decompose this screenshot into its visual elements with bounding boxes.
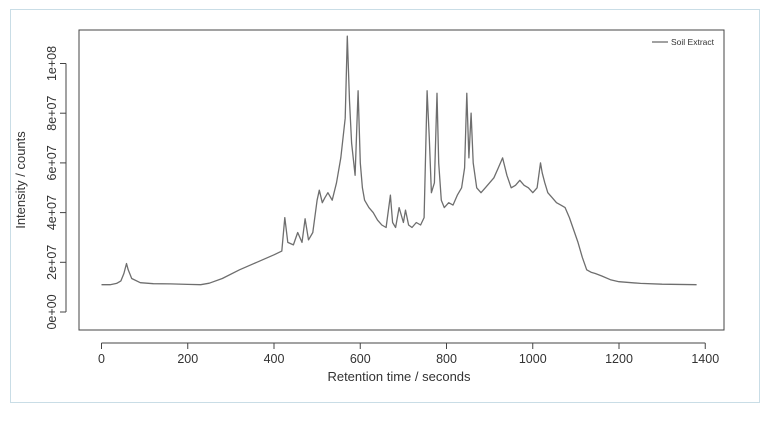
y-tick-label: 2e+07 [45,245,59,280]
x-tick-label: 200 [177,352,198,366]
y-tick-label: 8e+07 [45,96,59,131]
chart-svg: 0e+00 2e+07 4e+07 6e+07 8e+07 1e+08 0 200 400 60… [13,29,725,384]
x-tick-label: 400 [264,352,285,366]
legend: Soil Extract [652,37,715,47]
y-tick-label: 6e+07 [45,145,59,180]
x-tick-label: 0 [98,352,105,366]
x-tick-label: 1400 [691,352,719,366]
y-tick-label: 4e+07 [45,195,59,230]
x-axis: 0 200 400 600 800 1000 1200 1400 [98,342,719,366]
series-line-soil-extract [101,35,697,286]
x-tick-label: 1200 [605,352,633,366]
series-layer [101,35,697,286]
x-tick-label: 800 [436,352,457,366]
plot-area-border [78,29,725,331]
legend-label-soil-extract: Soil Extract [671,37,715,47]
x-axis-title: Retention time / seconds [327,369,471,384]
chart-frame: 0e+00 2e+07 4e+07 6e+07 8e+07 1e+08 0 200 400 60… [10,9,760,403]
x-tick-label: 600 [350,352,371,366]
y-tick-label: 1e+08 [45,46,59,81]
x-tick-label: 1000 [519,352,547,366]
y-axis: 0e+00 2e+07 4e+07 6e+07 8e+07 1e+08 [45,46,67,330]
y-tick-label: 0e+00 [45,294,59,329]
y-axis-title: Intensity / counts [13,131,28,229]
